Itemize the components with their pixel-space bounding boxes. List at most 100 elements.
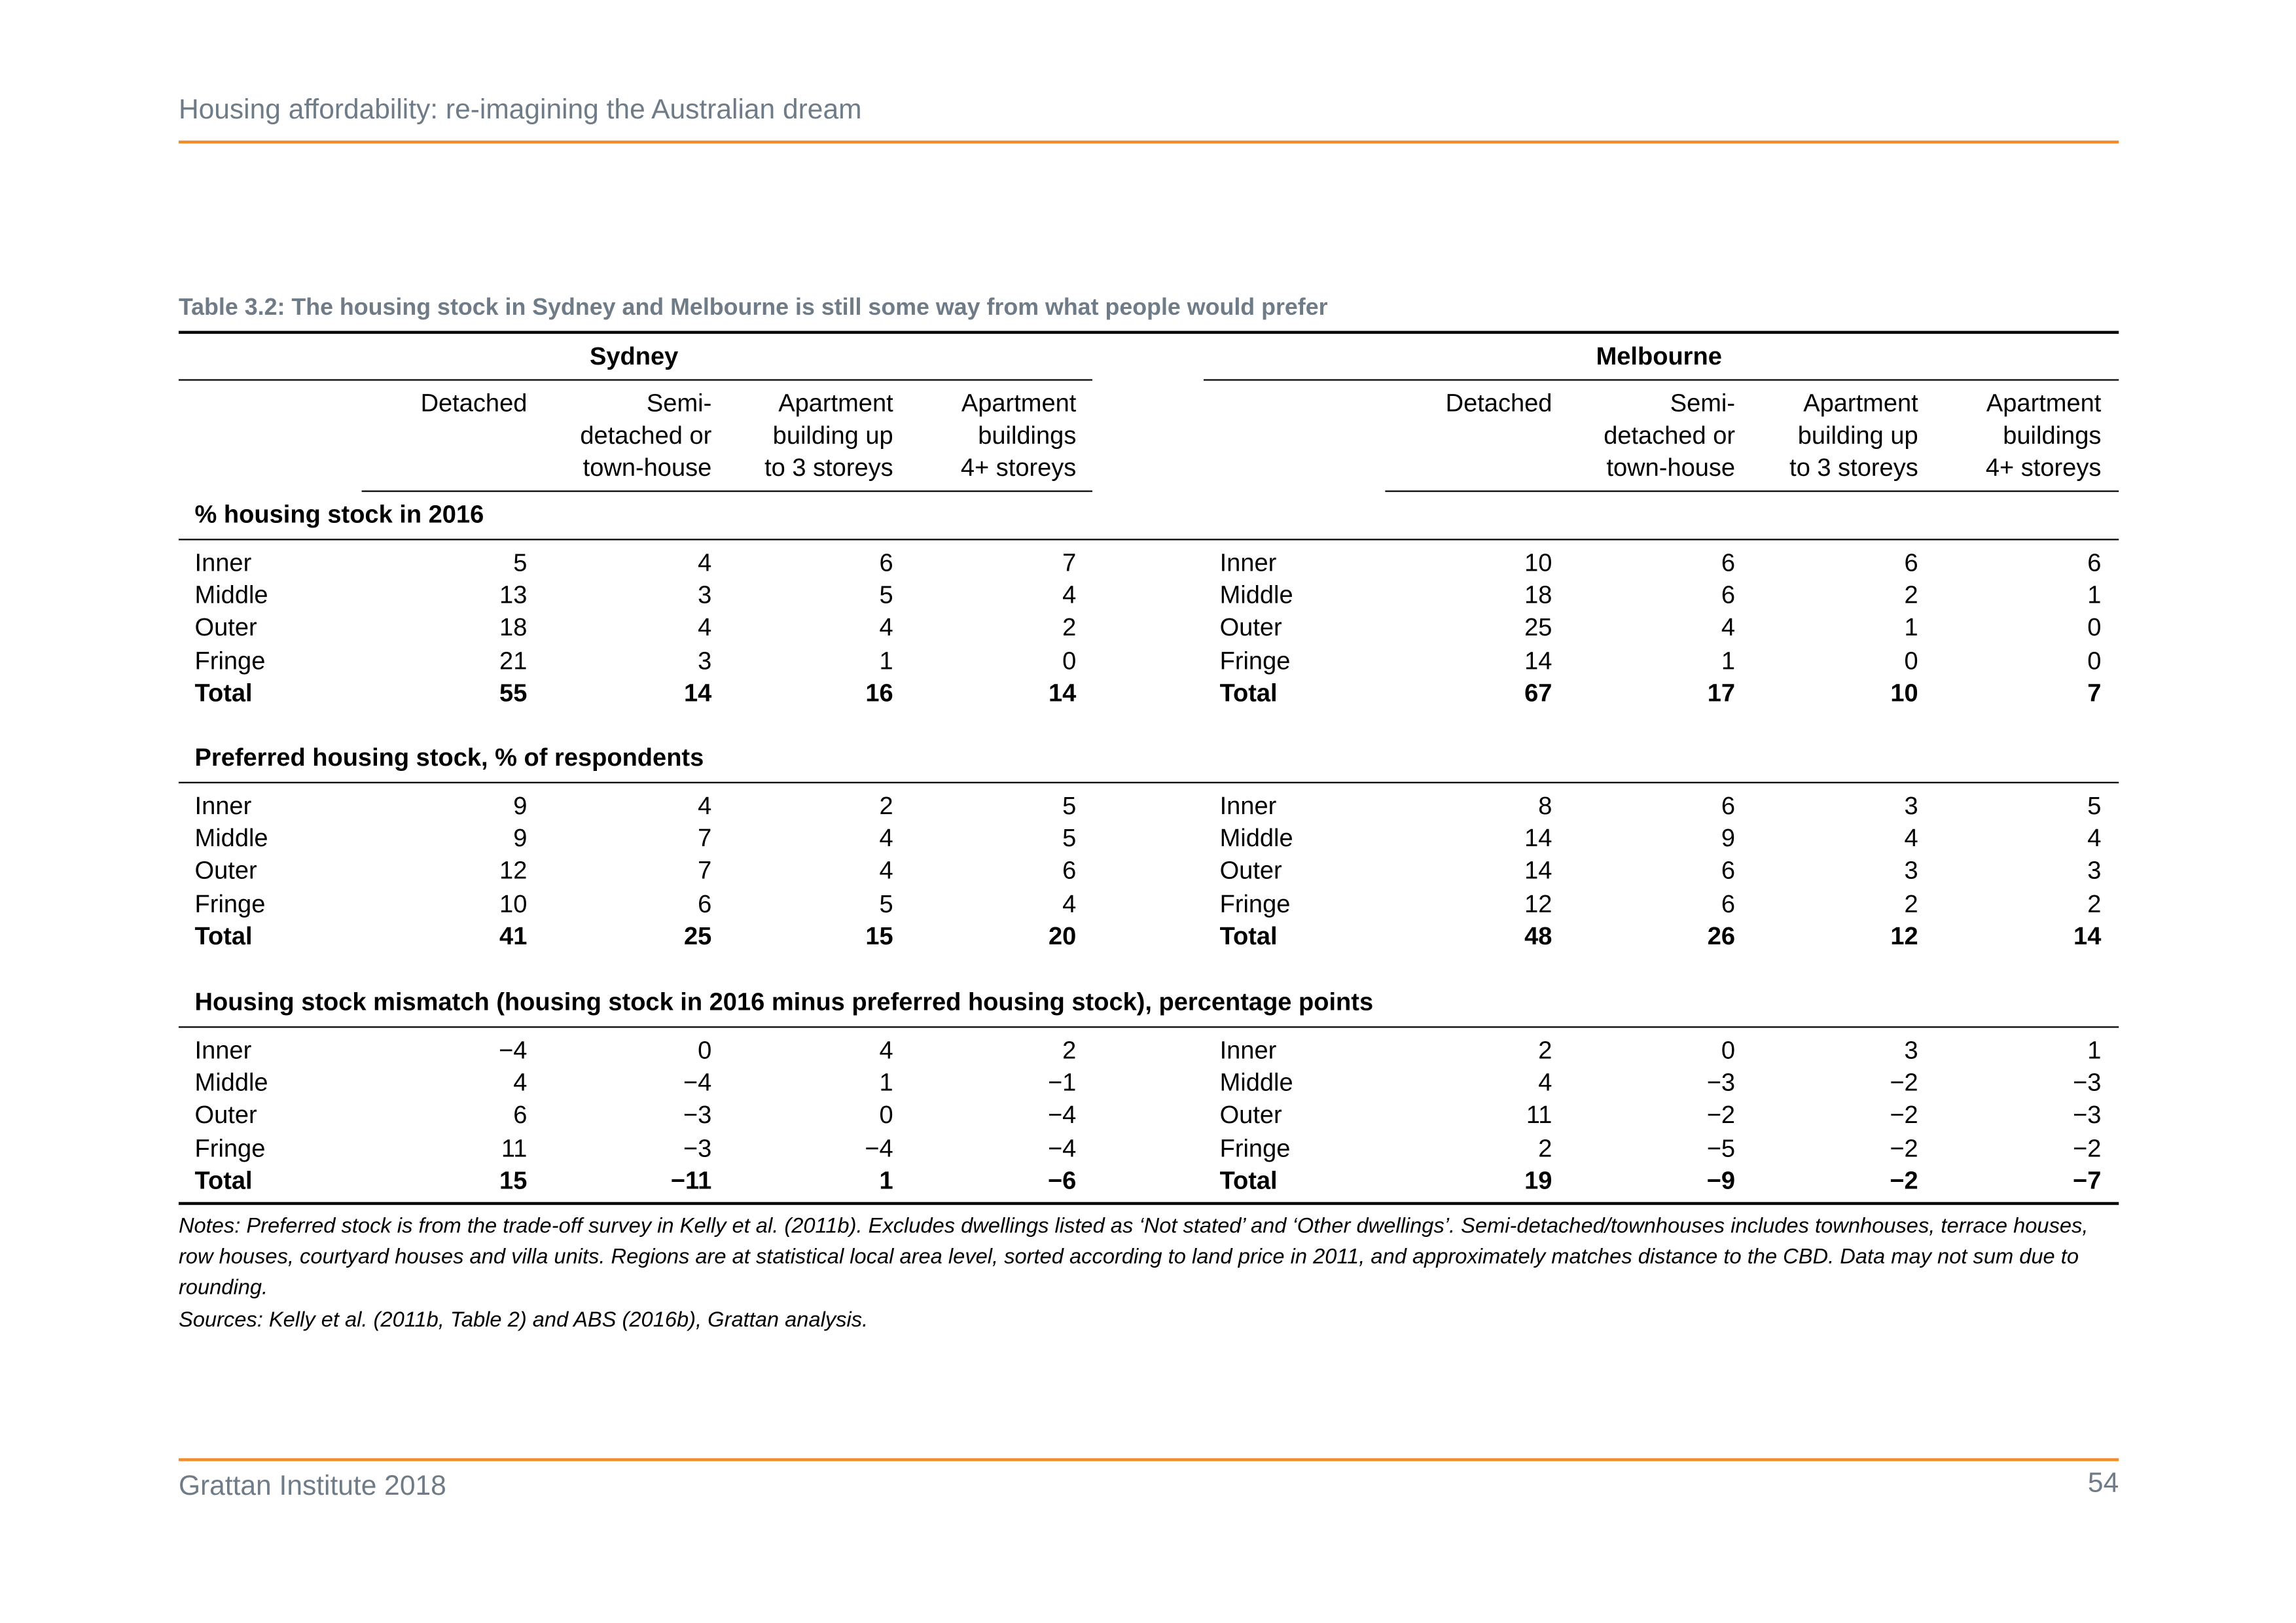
table-cell: 2 xyxy=(1538,1036,1552,1065)
header-title: Housing affordability: re-imagining the … xyxy=(178,95,862,126)
table-rule xyxy=(178,1202,2119,1205)
table-cell: 2 xyxy=(879,792,893,820)
table-cell: 1 xyxy=(1721,646,1736,675)
table-cell: −3 xyxy=(683,1101,712,1130)
table-cell: 12 xyxy=(1890,921,1918,950)
city-heading: Melbourne xyxy=(1596,342,1722,371)
row-label: Fringe xyxy=(194,646,266,675)
table-cell: 2 xyxy=(1904,581,1918,610)
column-header: Detached xyxy=(1445,389,1552,418)
row-label: Outer xyxy=(1219,857,1282,885)
table-cell: 21 xyxy=(499,646,528,675)
table-cell: 4 xyxy=(698,792,712,820)
table-cell: 1 xyxy=(879,1166,893,1195)
row-label: Total xyxy=(194,679,253,707)
table-cell: 4 xyxy=(1062,889,1077,918)
table-cell: −5 xyxy=(1706,1133,1736,1162)
table-cell: 17 xyxy=(1707,679,1736,707)
table-cell: −3 xyxy=(683,1133,712,1162)
row-label: Inner xyxy=(194,792,252,820)
table-cell: 15 xyxy=(499,1166,528,1195)
table-cell: 16 xyxy=(865,679,893,707)
table-cell: 3 xyxy=(2087,857,2102,885)
table-cell: −2 xyxy=(2073,1133,2102,1162)
table-cell: 20 xyxy=(1049,921,1077,950)
table-cell: 18 xyxy=(1524,581,1552,610)
table-rule xyxy=(178,1026,2119,1027)
table-cell: 4 xyxy=(513,1069,528,1097)
table-cell: 48 xyxy=(1524,921,1552,950)
table-cell: 10 xyxy=(1524,548,1552,577)
table-cell: 2 xyxy=(1538,1133,1552,1162)
table-cell: −7 xyxy=(2073,1166,2102,1195)
column-header: town-house xyxy=(583,454,712,482)
row-label: Inner xyxy=(194,1036,252,1065)
section-title: % housing stock in 2016 xyxy=(194,501,484,529)
table-cell: 5 xyxy=(879,889,893,918)
table-cell: 55 xyxy=(499,679,528,707)
table-cell: 12 xyxy=(499,857,528,885)
table-cell: 0 xyxy=(698,1036,712,1065)
table-cell: 0 xyxy=(1062,646,1077,675)
table-cell: 5 xyxy=(1062,792,1077,820)
table-cell: 6 xyxy=(1721,581,1736,610)
column-header: building up xyxy=(1797,421,1918,450)
column-header: to 3 storeys xyxy=(1789,454,1918,482)
row-label: Inner xyxy=(1219,548,1277,577)
table-cell: 0 xyxy=(1904,646,1918,675)
table-cell: 3 xyxy=(1904,857,1918,885)
column-header: 4+ storeys xyxy=(1985,454,2102,482)
row-label: Outer xyxy=(194,857,257,885)
table-cell: −3 xyxy=(2073,1101,2102,1130)
table-cell: −9 xyxy=(1706,1166,1736,1195)
table-cell: 41 xyxy=(499,921,528,950)
row-label: Fringe xyxy=(1219,1133,1291,1162)
table-cell: 18 xyxy=(499,614,528,642)
header-rule xyxy=(178,140,2119,144)
table-rule xyxy=(361,490,1092,491)
table-cell: 6 xyxy=(1721,792,1736,820)
table-cell: −3 xyxy=(2073,1069,2102,1097)
table-cell: −4 xyxy=(865,1133,893,1162)
table-cell: 7 xyxy=(698,857,712,885)
column-header: detached or xyxy=(580,421,712,450)
table-cell: 4 xyxy=(1721,614,1736,642)
table-cell: −1 xyxy=(1047,1069,1077,1097)
column-header: to 3 storeys xyxy=(764,454,893,482)
table-cell: 3 xyxy=(698,581,712,610)
column-header: detached or xyxy=(1604,421,1736,450)
row-label: Middle xyxy=(1219,581,1293,610)
row-label: Total xyxy=(1219,921,1278,950)
table-cell: 4 xyxy=(1062,581,1077,610)
table-cell: 4 xyxy=(1538,1069,1552,1097)
table-cell: −2 xyxy=(1890,1069,1918,1097)
column-header: Apartment xyxy=(1986,389,2102,418)
table-cell: 10 xyxy=(1890,679,1918,707)
table-cell: 25 xyxy=(1524,614,1552,642)
sources: Sources: Kelly et al. (2011b, Table 2) a… xyxy=(178,1309,869,1332)
table-cell: −4 xyxy=(499,1036,528,1065)
table-cell: 3 xyxy=(698,646,712,675)
row-label: Middle xyxy=(194,581,268,610)
table-cell: 7 xyxy=(1062,548,1077,577)
table-cell: 6 xyxy=(1904,548,1918,577)
table-rule xyxy=(178,378,1092,380)
table-cell: −11 xyxy=(670,1166,712,1195)
column-header: buildings xyxy=(2003,421,2102,450)
row-label: Fringe xyxy=(1219,889,1291,918)
table-cell: 11 xyxy=(1526,1101,1552,1130)
table-title: Table 3.2: The housing stock in Sydney a… xyxy=(178,295,1328,321)
table-cell: 6 xyxy=(1062,857,1077,885)
table-cell: 0 xyxy=(2087,614,2102,642)
table-cell: 1 xyxy=(879,1069,893,1097)
table-cell: 4 xyxy=(879,614,893,642)
table-cell: 14 xyxy=(1049,679,1077,707)
column-header: Apartment xyxy=(961,389,1077,418)
section-title: Preferred housing stock, % of respondent… xyxy=(194,743,704,772)
row-label: Inner xyxy=(194,548,252,577)
table-cell: 1 xyxy=(2087,1036,2102,1065)
section-title: Housing stock mismatch (housing stock in… xyxy=(194,988,1374,1016)
row-label: Total xyxy=(194,1166,253,1195)
table-cell: 13 xyxy=(499,581,528,610)
